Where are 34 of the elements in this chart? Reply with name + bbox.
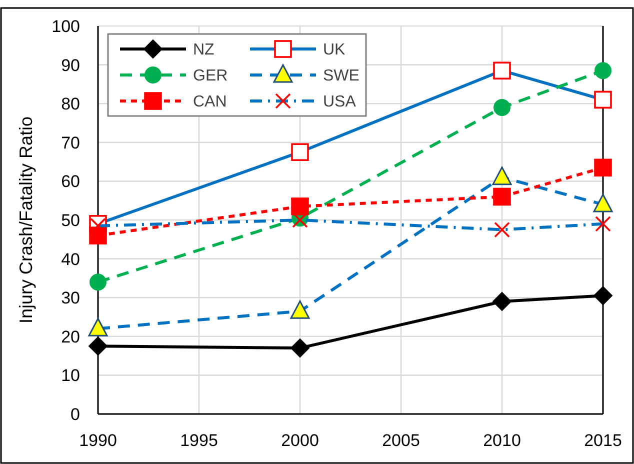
point (494, 98, 510, 116)
y-tick-label: 90 (61, 56, 80, 75)
point (291, 198, 309, 216)
y-tick-label: 50 (61, 210, 80, 230)
x-tick-label: 2010 (483, 431, 521, 450)
y-tick-label: 80 (61, 94, 80, 114)
y-tick-label: 20 (61, 327, 80, 346)
y-tick-label: 70 (61, 133, 80, 152)
point (493, 188, 511, 206)
y-tick-label: 30 (61, 288, 80, 308)
point (594, 286, 612, 306)
point (492, 292, 512, 311)
legend-label: NZ (193, 42, 215, 59)
legend-label: UK (323, 42, 346, 59)
legend-label: GER (193, 68, 228, 85)
x-tick-label: 1995 (180, 431, 218, 450)
x-tick-label: 2005 (382, 431, 420, 450)
y-tick-label: 40 (61, 250, 80, 269)
legend-label: SWE (323, 68, 360, 85)
x-tick-label: 2000 (281, 431, 319, 450)
y-tick-label: 10 (61, 366, 80, 386)
y-axis-title: Injury Crash/Fatality Ratio (16, 116, 36, 324)
y-tick-label: 0 (70, 404, 80, 424)
point (88, 336, 108, 356)
point (594, 158, 612, 177)
legend-label: USA (323, 94, 356, 111)
legend-label: CAN (193, 94, 227, 111)
x-tick-label: 1990 (79, 431, 117, 450)
point (290, 338, 310, 358)
point (594, 62, 612, 80)
x-tick-label: 2015 (584, 431, 622, 450)
point (90, 274, 106, 291)
y-tick-label: 60 (61, 172, 80, 192)
y-tick-label: 100 (52, 16, 80, 36)
